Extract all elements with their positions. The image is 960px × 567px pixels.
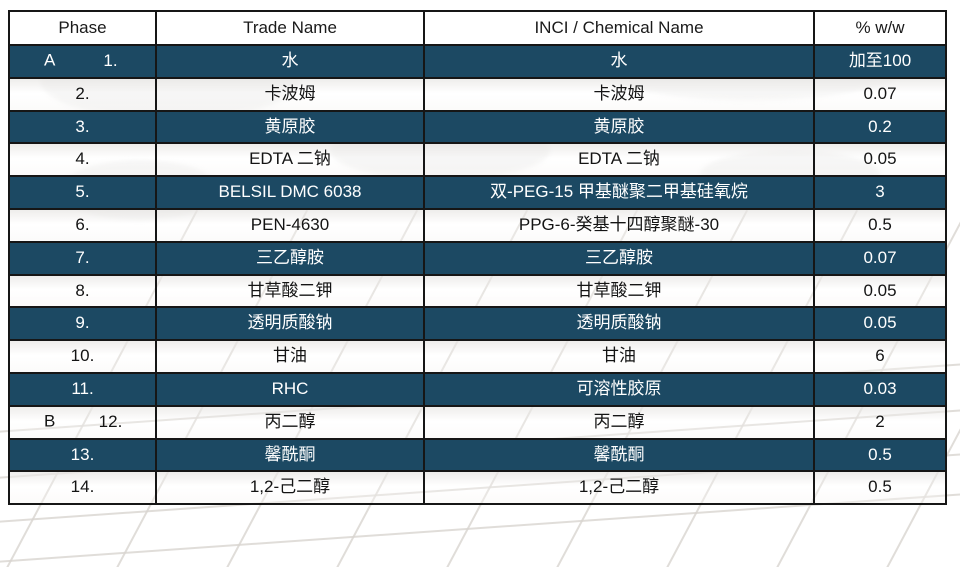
phase-cell: 10. xyxy=(8,339,157,374)
inci-chemical-name-cell: 甘油 xyxy=(423,339,815,374)
table-row: 4. EDTA 二钠 EDTA 二钠 0.05 xyxy=(8,142,947,178)
inci-chemical-name-cell: PPG-6-癸基十四醇聚醚-30 xyxy=(423,207,815,243)
table-row: 5. BELSIL DMC 6038 双-PEG-15 甲基醚聚二甲基硅氧烷 3 xyxy=(8,175,947,210)
col-header-percent-ww: % w/w xyxy=(813,10,947,46)
table-row: 9. 透明质酸钠 透明质酸钠 0.05 xyxy=(8,306,947,342)
table-row: 14. 1,2-己二醇 1,2-己二醇 0.5 xyxy=(8,470,947,506)
percent-ww-cell: 2 xyxy=(813,404,947,440)
inci-chemical-name-cell: 丙二醇 xyxy=(423,404,815,440)
header-row: Phase Trade Name INCI / Chemical Name % … xyxy=(8,10,947,46)
percent-ww-cell: 0.05 xyxy=(813,273,947,309)
trade-name-cell: BELSIL DMC 6038 xyxy=(155,175,425,210)
percent-ww-cell: 0.07 xyxy=(813,240,947,276)
phase-cell: B 12. xyxy=(8,404,157,440)
trade-name-cell: 三乙醇胺 xyxy=(155,240,425,276)
trade-name-cell: 透明质酸钠 xyxy=(155,306,425,342)
inci-chemical-name-cell: EDTA 二钠 xyxy=(423,142,815,178)
percent-ww-cell: 3 xyxy=(813,175,947,210)
ingredient-number: 2. xyxy=(75,83,90,103)
trade-name-cell: RHC xyxy=(155,371,425,407)
ingredient-number: 10. xyxy=(70,346,95,366)
col-header-trade-name: Trade Name xyxy=(155,10,425,46)
table-row: 13. 馨酰酮 馨酰酮 0.5 xyxy=(8,437,947,473)
ingredient-number: 8. xyxy=(75,280,90,300)
trade-name-cell: EDTA 二钠 xyxy=(155,142,425,178)
phase-letter: B xyxy=(44,411,56,431)
inci-chemical-name-cell: 馨酰酮 xyxy=(423,437,815,473)
phase-cell: 8. xyxy=(8,273,157,309)
percent-ww-cell: 0.07 xyxy=(813,76,947,112)
phase-cell: 4. xyxy=(8,142,157,178)
inci-chemical-name-cell: 甘草酸二钾 xyxy=(423,273,815,309)
ingredient-number: 12. xyxy=(98,411,123,431)
percent-ww-cell: 6 xyxy=(813,339,947,374)
inci-chemical-name-cell: 水 xyxy=(423,44,815,79)
phase-letter: A xyxy=(44,51,56,71)
trade-name-cell: 卡波姆 xyxy=(155,76,425,112)
phase-cell: A 1. xyxy=(8,44,157,79)
percent-ww-cell: 0.2 xyxy=(813,109,947,145)
table-row: 7. 三乙醇胺 三乙醇胺 0.07 xyxy=(8,240,947,276)
trade-name-cell: 黄原胶 xyxy=(155,109,425,145)
ingredient-number: 3. xyxy=(75,116,90,136)
inci-chemical-name-cell: 双-PEG-15 甲基醚聚二甲基硅氧烷 xyxy=(423,175,815,210)
inci-chemical-name-cell: 1,2-己二醇 xyxy=(423,470,815,506)
ingredient-number: 1. xyxy=(103,51,118,71)
table-row: 2. 卡波姆 卡波姆 0.07 xyxy=(8,76,947,112)
table-row: 6. PEN-4630 PPG-6-癸基十四醇聚醚-30 0.5 xyxy=(8,207,947,243)
table-body: A 1. 水 水 加至100 2. 卡波姆 卡波姆 0.07 3. 黄原胶 黄原… xyxy=(8,44,947,506)
trade-name-cell: 丙二醇 xyxy=(155,404,425,440)
phase-cell: 2. xyxy=(8,76,157,112)
ingredient-number: 7. xyxy=(75,247,90,267)
phase-cell: 11. xyxy=(8,371,157,407)
phase-cell: 9. xyxy=(8,306,157,342)
percent-ww-cell: 0.5 xyxy=(813,470,947,506)
table-row: A 1. 水 水 加至100 xyxy=(8,44,947,79)
phase-cell: 13. xyxy=(8,437,157,473)
percent-ww-cell: 0.03 xyxy=(813,371,947,407)
phase-cell: 5. xyxy=(8,175,157,210)
inci-chemical-name-cell: 透明质酸钠 xyxy=(423,306,815,342)
trade-name-cell: 甘油 xyxy=(155,339,425,374)
formulation-table: Phase Trade Name INCI / Chemical Name % … xyxy=(8,10,947,506)
inci-chemical-name-cell: 可溶性胶原 xyxy=(423,371,815,407)
table-row: 3. 黄原胶 黄原胶 0.2 xyxy=(8,109,947,145)
phase-cell: 14. xyxy=(8,470,157,506)
percent-ww-cell: 0.5 xyxy=(813,207,947,243)
percent-ww-cell: 加至100 xyxy=(813,44,947,79)
ingredient-number: 11. xyxy=(71,379,94,399)
inci-chemical-name-cell: 三乙醇胺 xyxy=(423,240,815,276)
trade-name-cell: 1,2-己二醇 xyxy=(155,470,425,506)
ingredient-number: 14. xyxy=(70,477,95,497)
inci-chemical-name-cell: 卡波姆 xyxy=(423,76,815,112)
phase-cell: 3. xyxy=(8,109,157,145)
percent-ww-cell: 0.05 xyxy=(813,142,947,178)
col-header-phase: Phase xyxy=(8,10,157,46)
table-row: 11. RHC 可溶性胶原 0.03 xyxy=(8,371,947,407)
table-row: 8. 甘草酸二钾 甘草酸二钾 0.05 xyxy=(8,273,947,309)
percent-ww-cell: 0.5 xyxy=(813,437,947,473)
trade-name-cell: 水 xyxy=(155,44,425,79)
table-row: 10. 甘油 甘油 6 xyxy=(8,339,947,374)
ingredient-number: 4. xyxy=(75,149,90,169)
phase-cell: 7. xyxy=(8,240,157,276)
ingredient-number: 13. xyxy=(70,444,95,464)
col-header-inci-chemical-name: INCI / Chemical Name xyxy=(423,10,815,46)
inci-chemical-name-cell: 黄原胶 xyxy=(423,109,815,145)
table-row: B 12. 丙二醇 丙二醇 2 xyxy=(8,404,947,440)
trade-name-cell: 馨酰酮 xyxy=(155,437,425,473)
phase-cell: 6. xyxy=(8,207,157,243)
trade-name-cell: PEN-4630 xyxy=(155,207,425,243)
ingredient-number: 6. xyxy=(75,215,90,235)
ingredient-number: 5. xyxy=(75,182,90,202)
percent-ww-cell: 0.05 xyxy=(813,306,947,342)
trade-name-cell: 甘草酸二钾 xyxy=(155,273,425,309)
ingredient-number: 9. xyxy=(75,313,90,333)
